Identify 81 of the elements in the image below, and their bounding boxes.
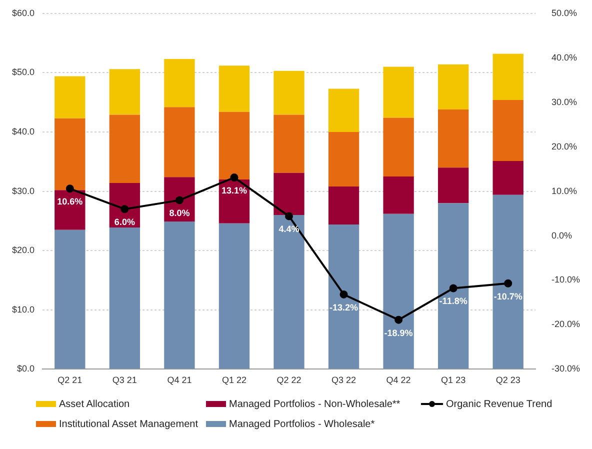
point [230, 174, 238, 182]
point [449, 284, 458, 292]
bar [383, 118, 414, 176]
y-tick-label: $30.0 [12, 186, 35, 196]
point [394, 316, 403, 324]
bar [54, 76, 86, 118]
bar [492, 194, 524, 369]
y2-tick-label: 20.0% [551, 141, 578, 152]
x-tick-label: Q2 21 [58, 375, 82, 386]
bar [438, 203, 469, 369]
x-tick-label: Q1 22 [222, 375, 246, 386]
x-tick-label: Q3 22 [332, 375, 356, 386]
y-tick-label: $0.0 [16, 364, 35, 374]
bar [328, 132, 360, 187]
data-label: 10.6% [57, 196, 83, 207]
y-tick-label: $20.0 [12, 245, 35, 256]
bar [274, 70, 304, 115]
legend-label: Asset Allocation [59, 398, 130, 410]
bar [492, 54, 524, 100]
legend-label: Managed Portfolios - Non-Wholesale** [229, 398, 400, 410]
y2-tick-label: 50.0% [551, 8, 578, 18]
bar [164, 222, 195, 369]
y2-tick-label: -30.0% [551, 364, 580, 374]
x-tick-label: Q3 21 [112, 375, 137, 386]
data-label: -13.2% [330, 302, 358, 312]
legend-label: Institutional Asset Management [59, 418, 198, 430]
data-label: -11.8% [439, 296, 468, 306]
bar [54, 230, 86, 369]
y2-tick-label: -20.0% [551, 319, 580, 330]
bar [328, 224, 360, 369]
y2-tick-label: 0.0% [551, 230, 572, 240]
bar [109, 183, 140, 228]
point [120, 205, 129, 214]
bar [218, 112, 250, 180]
bar [383, 214, 414, 369]
bar [492, 100, 524, 162]
x-tick-label: Q4 21 [167, 375, 192, 386]
point [340, 290, 348, 298]
y-tick-label: $60.0 [12, 8, 35, 18]
y2-tick-label: 30.0% [551, 96, 578, 107]
point [66, 184, 74, 193]
legend-label: Organic Revenue Trend [446, 398, 552, 410]
bar [438, 109, 469, 168]
point [285, 212, 294, 220]
data-label: 8.0% [169, 208, 190, 218]
bar [492, 161, 524, 195]
y2-tick-label: -10.0% [551, 274, 580, 285]
x-tick-label: Q4 22 [386, 375, 411, 386]
bar [164, 177, 195, 222]
y-tick-label: $50.0 [12, 67, 35, 78]
bar [274, 114, 304, 173]
data-label: -18.9% [384, 328, 413, 338]
bar [218, 223, 250, 369]
y2-tick-label: 40.0% [551, 52, 578, 62]
bar [383, 66, 414, 118]
y-tick-label: $10.0 [12, 304, 35, 314]
x-tick-label: Q2 22 [276, 375, 302, 386]
bar [218, 66, 250, 112]
y-tick-label: $40.0 [12, 126, 35, 136]
data-label: -10.7% [494, 291, 522, 302]
bar [328, 186, 360, 225]
x-tick-label: Q1 23 [441, 375, 466, 386]
bar [109, 227, 140, 369]
bar [109, 69, 140, 115]
bar [328, 88, 360, 132]
bar [383, 176, 414, 214]
data-label: 13.1% [221, 185, 247, 196]
bar [438, 64, 469, 110]
bar [164, 59, 195, 108]
bar [438, 168, 469, 204]
bar [274, 172, 304, 216]
legend-label: Managed Portfolios - Wholesale* [229, 418, 375, 430]
bar [274, 215, 304, 369]
bar [54, 118, 86, 190]
bar [109, 114, 140, 183]
x-tick-label: Q2 23 [496, 375, 520, 386]
point [175, 196, 184, 204]
point [504, 279, 512, 288]
data-label: 6.0% [114, 217, 135, 228]
y2-tick-label: 10.0% [551, 186, 578, 196]
bar [164, 107, 195, 178]
